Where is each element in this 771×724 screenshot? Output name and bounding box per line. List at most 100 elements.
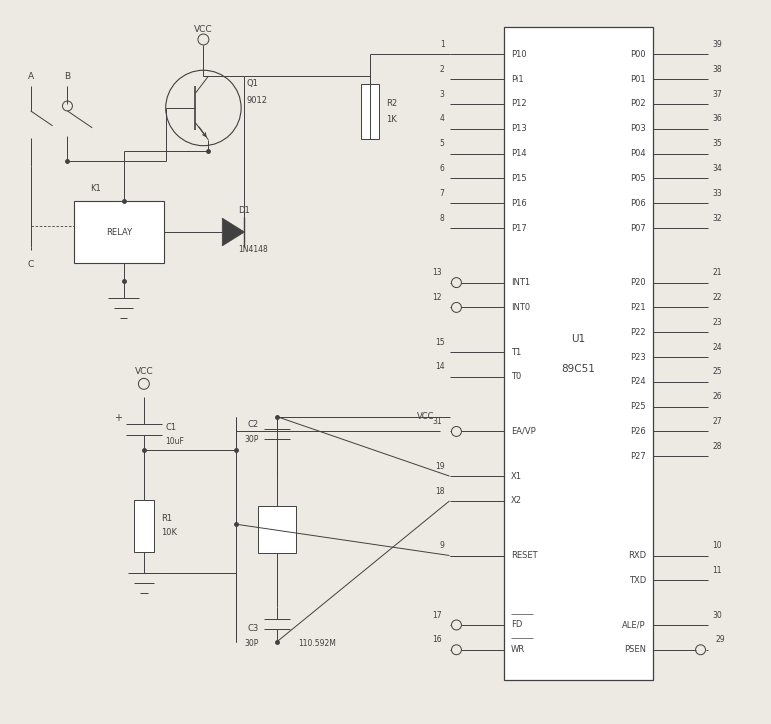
Text: 24: 24	[712, 342, 722, 352]
Text: P27: P27	[630, 452, 646, 460]
Text: 32: 32	[712, 214, 722, 222]
Text: 29: 29	[715, 636, 725, 644]
Text: C2: C2	[247, 420, 259, 429]
Text: VCC: VCC	[194, 25, 213, 34]
Text: 13: 13	[432, 268, 442, 277]
Text: X2: X2	[511, 497, 522, 505]
Text: PSEN: PSEN	[624, 645, 646, 654]
Text: 10uF: 10uF	[166, 437, 184, 446]
Text: RXD: RXD	[628, 551, 646, 560]
Text: P05: P05	[631, 174, 646, 183]
Text: P21: P21	[631, 303, 646, 312]
Text: FD: FD	[511, 620, 523, 629]
Text: P24: P24	[631, 377, 646, 387]
Text: 38: 38	[712, 64, 722, 74]
Text: 11: 11	[712, 566, 722, 575]
Text: EA/VP: EA/VP	[511, 427, 536, 436]
Text: 23: 23	[712, 318, 722, 327]
Text: TXD: TXD	[628, 576, 646, 585]
Bar	[258, 506, 296, 552]
Text: 1K: 1K	[386, 115, 397, 124]
Text: T1: T1	[511, 348, 521, 357]
Text: 5: 5	[439, 139, 445, 148]
Text: P17: P17	[511, 224, 527, 232]
Text: 6: 6	[439, 164, 445, 173]
Text: P02: P02	[631, 99, 646, 109]
Text: A: A	[28, 72, 34, 80]
Text: 22: 22	[712, 293, 722, 302]
Text: P13: P13	[511, 125, 527, 133]
Text: P12: P12	[511, 99, 527, 109]
Text: INT1: INT1	[511, 278, 530, 287]
Text: 9012: 9012	[246, 96, 267, 104]
Text: P00: P00	[631, 50, 646, 59]
Text: P23: P23	[630, 353, 646, 361]
Text: U1: U1	[571, 334, 585, 344]
Text: 1: 1	[439, 40, 445, 49]
Text: B: B	[65, 72, 70, 80]
Text: R1: R1	[160, 514, 172, 523]
Text: R2: R2	[386, 99, 397, 108]
Text: VCC: VCC	[417, 412, 435, 421]
Text: P04: P04	[631, 149, 646, 158]
Text: 28: 28	[712, 442, 722, 451]
Text: 19: 19	[435, 462, 445, 471]
Bar	[134, 500, 153, 552]
Text: 37: 37	[712, 90, 722, 98]
Text: 4: 4	[439, 114, 445, 123]
Bar	[75, 201, 163, 263]
Text: C3: C3	[247, 624, 259, 634]
Text: RESET: RESET	[511, 551, 537, 560]
Polygon shape	[222, 218, 244, 246]
Text: 33: 33	[712, 189, 722, 198]
Text: 2: 2	[439, 64, 445, 74]
Text: 9: 9	[439, 541, 445, 550]
Text: X1: X1	[511, 471, 522, 481]
Text: 31: 31	[432, 417, 442, 426]
Text: 10: 10	[712, 541, 722, 550]
Text: P01: P01	[631, 75, 646, 84]
Text: 10K: 10K	[160, 529, 177, 537]
Text: 7: 7	[439, 189, 445, 198]
Text: INT0: INT0	[511, 303, 530, 312]
Text: 14: 14	[435, 363, 445, 371]
Text: 1N4148: 1N4148	[238, 245, 268, 254]
Text: RELAY: RELAY	[106, 227, 132, 237]
Text: +: +	[114, 413, 122, 423]
Text: Pi1: Pi1	[511, 75, 524, 84]
Text: P14: P14	[511, 149, 527, 158]
Text: P25: P25	[631, 402, 646, 411]
Text: 30: 30	[712, 610, 722, 620]
Text: P07: P07	[630, 224, 646, 232]
Text: P20: P20	[631, 278, 646, 287]
Text: VCC: VCC	[135, 367, 153, 376]
Text: 8: 8	[439, 214, 445, 222]
Text: 110.592M: 110.592M	[298, 639, 337, 648]
Text: 16: 16	[432, 636, 442, 644]
Text: Q1: Q1	[246, 79, 258, 88]
Bar	[361, 84, 379, 139]
Text: ALE/P: ALE/P	[622, 620, 646, 629]
Text: WR: WR	[511, 645, 525, 654]
Text: 3: 3	[439, 90, 445, 98]
Text: 12: 12	[432, 293, 442, 302]
Text: P16: P16	[511, 198, 527, 208]
Text: D1: D1	[238, 206, 250, 215]
Text: 26: 26	[712, 392, 722, 401]
Text: P15: P15	[511, 174, 527, 183]
Text: K1: K1	[90, 184, 101, 193]
Text: P26: P26	[630, 427, 646, 436]
Text: 30P: 30P	[244, 639, 259, 648]
Text: C1: C1	[166, 423, 177, 432]
Text: P06: P06	[630, 198, 646, 208]
Text: 39: 39	[712, 40, 722, 49]
Text: C: C	[28, 260, 34, 269]
Text: P03: P03	[630, 125, 646, 133]
Text: 34: 34	[712, 164, 722, 173]
Text: 36: 36	[712, 114, 722, 123]
Text: 89C51: 89C51	[561, 364, 595, 374]
Text: 15: 15	[435, 337, 445, 347]
Text: 27: 27	[712, 417, 722, 426]
Text: 25: 25	[712, 367, 722, 376]
Text: P22: P22	[631, 328, 646, 337]
